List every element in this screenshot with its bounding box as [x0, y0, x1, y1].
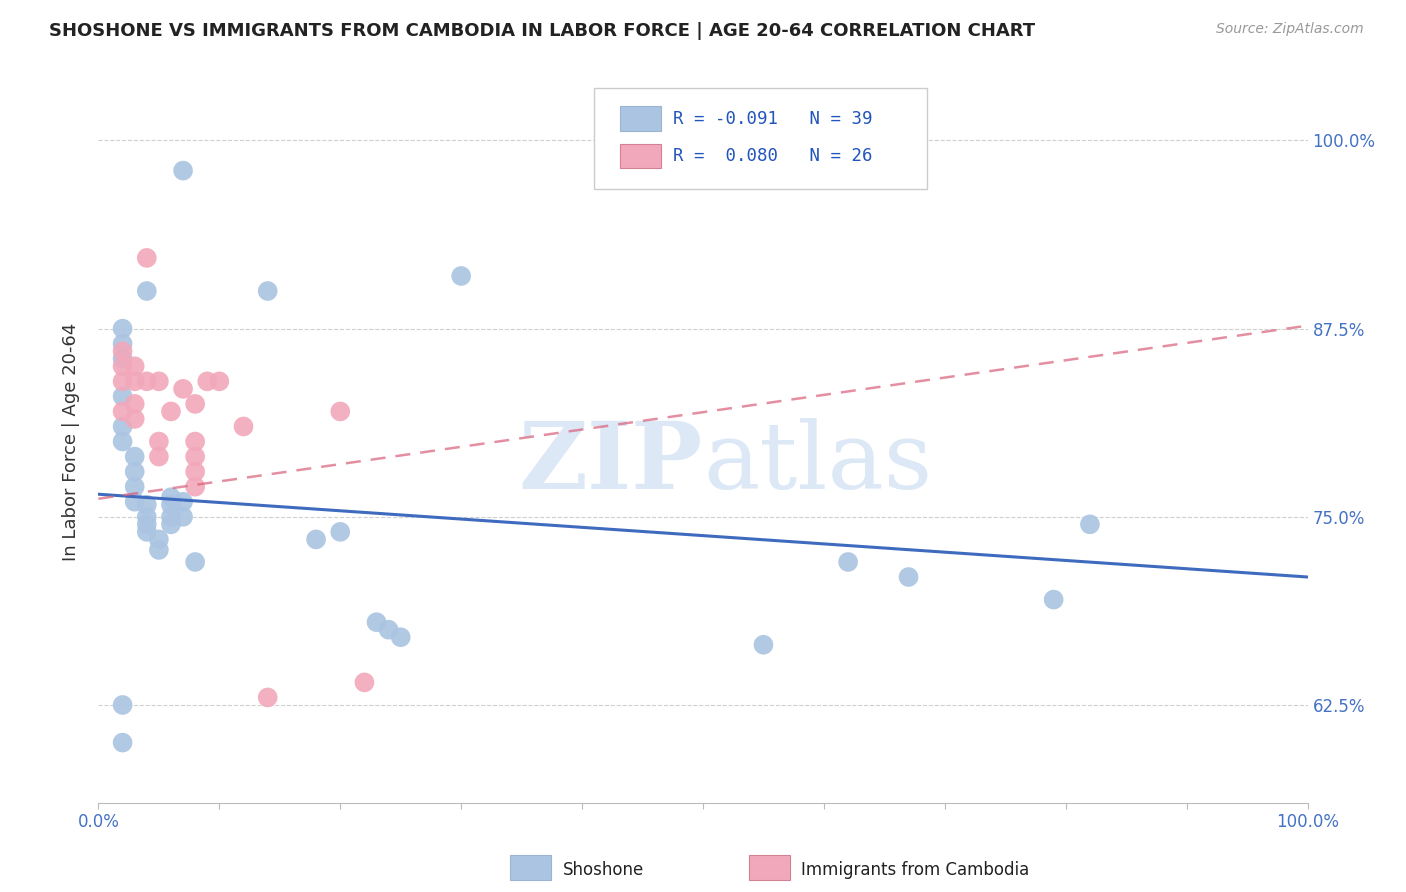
Point — [160, 490, 183, 504]
Point — [148, 543, 170, 558]
Point — [305, 533, 328, 547]
Text: Shoshone: Shoshone — [562, 861, 644, 879]
Point — [111, 389, 134, 403]
Point — [111, 375, 134, 389]
Point — [135, 498, 157, 512]
Point — [111, 321, 134, 335]
Point — [111, 419, 134, 434]
Point — [1078, 517, 1101, 532]
Point — [184, 555, 207, 569]
Point — [124, 450, 146, 464]
FancyBboxPatch shape — [620, 106, 661, 131]
Point — [256, 284, 278, 298]
Point — [377, 623, 399, 637]
Text: ZIP: ZIP — [519, 418, 703, 508]
Point — [160, 404, 183, 418]
Point — [353, 675, 375, 690]
Point — [111, 336, 134, 351]
FancyBboxPatch shape — [620, 144, 661, 169]
Point — [124, 375, 146, 389]
Text: atlas: atlas — [703, 418, 932, 508]
Point — [124, 495, 146, 509]
Point — [208, 375, 231, 389]
Point — [1042, 592, 1064, 607]
FancyBboxPatch shape — [595, 87, 927, 189]
Point — [124, 465, 146, 479]
Point — [148, 533, 170, 547]
Point — [366, 615, 388, 630]
Point — [135, 284, 157, 298]
Point — [172, 495, 194, 509]
Point — [135, 524, 157, 539]
Point — [184, 397, 207, 411]
Point — [148, 375, 170, 389]
Point — [111, 434, 134, 449]
Point — [111, 698, 134, 712]
Point — [111, 344, 134, 359]
Point — [184, 450, 207, 464]
Point — [329, 524, 352, 539]
Point — [111, 736, 134, 750]
Point — [124, 359, 146, 374]
Point — [184, 434, 207, 449]
Point — [148, 450, 170, 464]
Point — [450, 268, 472, 283]
Point — [752, 638, 775, 652]
Text: R =  0.080   N = 26: R = 0.080 N = 26 — [672, 147, 872, 165]
Point — [135, 509, 157, 524]
Point — [195, 375, 218, 389]
Y-axis label: In Labor Force | Age 20-64: In Labor Force | Age 20-64 — [62, 322, 80, 561]
Point — [172, 509, 194, 524]
Text: R = -0.091   N = 39: R = -0.091 N = 39 — [672, 110, 872, 128]
Point — [160, 509, 183, 524]
Point — [111, 359, 134, 374]
Point — [184, 465, 207, 479]
Point — [837, 555, 859, 569]
Point — [184, 480, 207, 494]
Point — [160, 517, 183, 532]
Text: Source: ZipAtlas.com: Source: ZipAtlas.com — [1216, 22, 1364, 37]
Text: Immigrants from Cambodia: Immigrants from Cambodia — [801, 861, 1029, 879]
Text: SHOSHONE VS IMMIGRANTS FROM CAMBODIA IN LABOR FORCE | AGE 20-64 CORRELATION CHAR: SHOSHONE VS IMMIGRANTS FROM CAMBODIA IN … — [49, 22, 1035, 40]
Point — [232, 419, 254, 434]
Point — [124, 397, 146, 411]
Point — [135, 517, 157, 532]
Point — [111, 404, 134, 418]
Point — [124, 480, 146, 494]
Point — [172, 382, 194, 396]
Point — [124, 412, 146, 426]
Point — [111, 351, 134, 366]
Point — [172, 163, 194, 178]
Point — [135, 251, 157, 265]
Point — [256, 690, 278, 705]
Point — [897, 570, 920, 584]
Point — [148, 434, 170, 449]
Point — [135, 375, 157, 389]
Point — [329, 404, 352, 418]
Point — [389, 630, 412, 644]
Point — [160, 498, 183, 512]
